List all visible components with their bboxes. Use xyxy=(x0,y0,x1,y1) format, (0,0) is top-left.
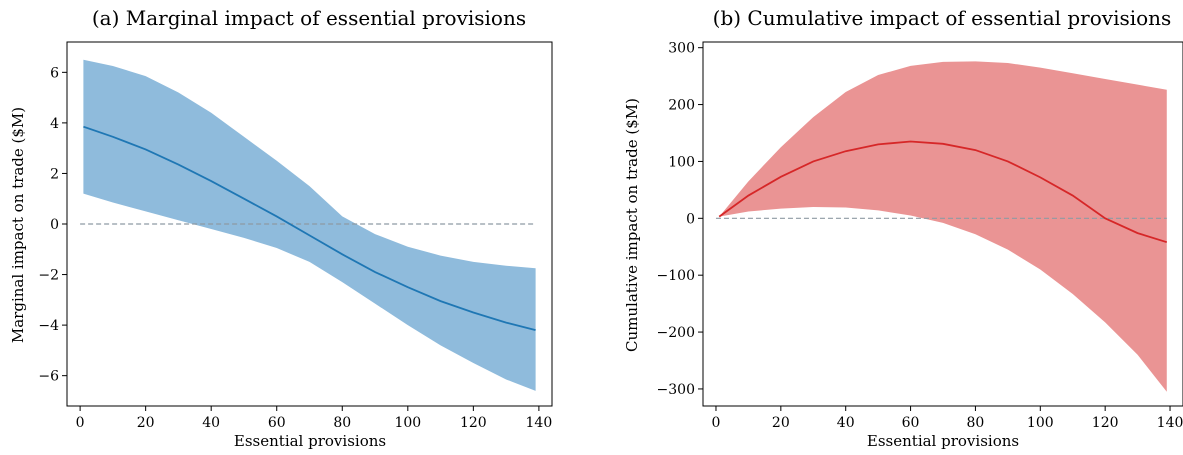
y-tick-label: 100 xyxy=(668,154,695,170)
panel-marginal-impact: (a) Marginal impact of essential provisi… xyxy=(9,6,553,450)
y-tick-label: 4 xyxy=(50,116,59,132)
series-line xyxy=(718,140,1168,244)
chart-cumulative-impact: (b) Cumulative impact of essential provi… xyxy=(623,6,1183,450)
chart-marginal-impact: (a) Marginal impact of essential provisi… xyxy=(9,6,553,450)
x-axis-label: Essential provisions xyxy=(234,432,386,450)
x-tick-label: 60 xyxy=(902,415,920,431)
x-tick-label: 60 xyxy=(268,415,286,431)
y-axis-label: Cumulative impact on trade ($M) xyxy=(623,98,641,352)
x-tick-label: 120 xyxy=(1092,415,1119,431)
x-tick-label: 20 xyxy=(772,415,790,431)
y-tick-label: −4 xyxy=(38,318,59,334)
x-tick-label: 140 xyxy=(526,415,553,431)
x-tick-label: 80 xyxy=(333,415,351,431)
chart-title: (a) Marginal impact of essential provisi… xyxy=(92,6,526,30)
x-tick-label: 0 xyxy=(76,415,85,431)
x-tick-label: 40 xyxy=(837,415,855,431)
y-tick-label: 2 xyxy=(50,166,59,182)
y-tick-label: −100 xyxy=(657,268,695,284)
confidence-band xyxy=(719,61,1167,392)
y-tick-label: −300 xyxy=(657,382,695,398)
x-tick-label: 100 xyxy=(1027,415,1054,431)
y-tick-label: −200 xyxy=(657,325,695,341)
panel-cumulative-impact: (b) Cumulative impact of essential provi… xyxy=(592,0,1183,455)
y-tick-label: 300 xyxy=(668,41,695,57)
y-tick-label: −2 xyxy=(38,268,59,284)
x-tick-label: 120 xyxy=(460,415,487,431)
chart-title: (b) Cumulative impact of essential provi… xyxy=(713,6,1172,30)
y-tick-label: 0 xyxy=(686,211,695,227)
y-tick-label: 0 xyxy=(50,217,59,233)
x-tick-label: 140 xyxy=(1157,415,1183,431)
y-tick-label: −6 xyxy=(38,369,59,385)
y-tick-label: 6 xyxy=(50,65,59,81)
x-tick-label: 100 xyxy=(394,415,421,431)
x-tick-label: 0 xyxy=(712,415,721,431)
x-tick-label: 80 xyxy=(967,415,985,431)
y-axis-label: Marginal impact on trade ($M) xyxy=(9,107,27,343)
x-axis-label: Essential provisions xyxy=(867,432,1019,450)
y-tick-label: 200 xyxy=(668,98,695,114)
x-tick-label: 40 xyxy=(202,415,220,431)
plot-area xyxy=(715,61,1168,392)
confidence-band xyxy=(83,59,536,391)
x-tick-label: 20 xyxy=(137,415,155,431)
axes-frame xyxy=(702,41,1183,407)
plot-area xyxy=(80,59,536,391)
series-line xyxy=(83,125,536,332)
